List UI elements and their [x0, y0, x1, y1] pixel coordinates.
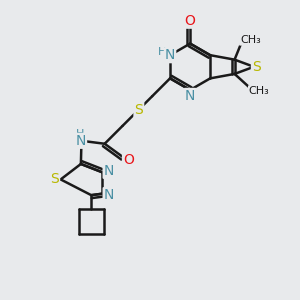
Text: S: S [50, 172, 59, 186]
Text: H: H [76, 129, 84, 139]
Text: N: N [165, 48, 175, 62]
Text: CH₃: CH₃ [240, 35, 261, 45]
Text: O: O [123, 152, 134, 167]
Text: N: N [103, 188, 114, 202]
Text: N: N [76, 134, 86, 148]
Text: CH₃: CH₃ [249, 86, 270, 96]
Text: N: N [185, 89, 195, 103]
Text: N: N [103, 164, 114, 178]
Text: O: O [185, 14, 196, 28]
Text: S: S [252, 60, 261, 74]
Text: H: H [158, 47, 166, 57]
Text: S: S [134, 103, 143, 117]
